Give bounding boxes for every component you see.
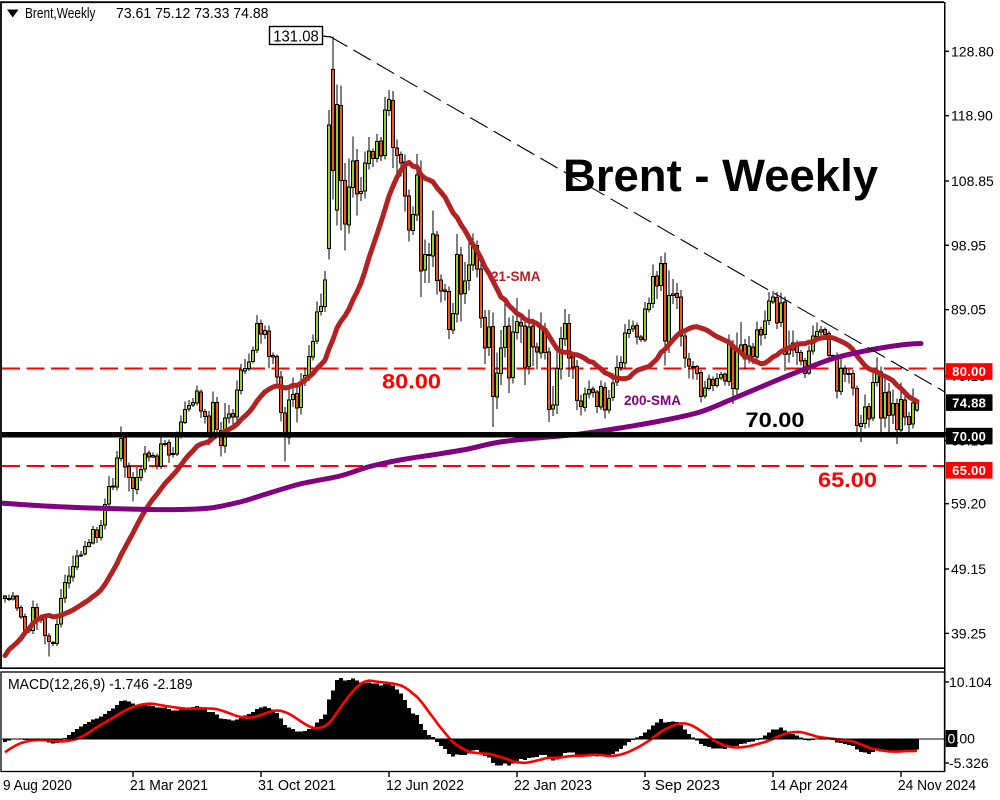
svg-text:Brent,Weekly: Brent,Weekly bbox=[25, 6, 96, 22]
svg-text:21-SMA: 21-SMA bbox=[491, 269, 541, 284]
svg-text:49.15: 49.15 bbox=[951, 561, 986, 577]
svg-text:108.85: 108.85 bbox=[951, 173, 994, 189]
svg-text:70.00: 70.00 bbox=[746, 409, 805, 432]
svg-text:128.80: 128.80 bbox=[951, 43, 994, 59]
svg-text:21 Mar 2021: 21 Mar 2021 bbox=[130, 778, 208, 794]
svg-text:59.20: 59.20 bbox=[951, 496, 986, 512]
svg-text:3 Sep 2023: 3 Sep 2023 bbox=[642, 778, 720, 794]
svg-text:200-SMA: 200-SMA bbox=[624, 393, 681, 408]
svg-text:12 Jun 2022: 12 Jun 2022 bbox=[386, 778, 464, 794]
svg-text:MACD(12,26,9) -1.746 -2.189: MACD(12,26,9) -1.746 -2.189 bbox=[8, 677, 193, 693]
svg-text:-5.326: -5.326 bbox=[949, 755, 989, 771]
svg-text:.00: .00 bbox=[956, 731, 976, 747]
svg-text:74.88: 74.88 bbox=[952, 395, 986, 410]
svg-text:22 Jan 2023: 22 Jan 2023 bbox=[514, 778, 592, 794]
svg-text:10.104: 10.104 bbox=[949, 674, 992, 690]
svg-text:65.00: 65.00 bbox=[818, 469, 877, 492]
svg-text:24 Nov 2024: 24 Nov 2024 bbox=[898, 778, 976, 794]
svg-text:65.00: 65.00 bbox=[952, 463, 986, 478]
svg-text:70.00: 70.00 bbox=[952, 429, 986, 444]
svg-text:39.25: 39.25 bbox=[951, 625, 986, 641]
svg-text:89.05: 89.05 bbox=[951, 302, 986, 318]
svg-text:14 Apr 2024: 14 Apr 2024 bbox=[770, 778, 848, 794]
svg-text:9 Aug 2020: 9 Aug 2020 bbox=[3, 778, 72, 794]
svg-text:98.95: 98.95 bbox=[951, 237, 986, 253]
svg-text:80.00: 80.00 bbox=[952, 364, 986, 379]
svg-text:Brent - Weekly: Brent - Weekly bbox=[563, 150, 878, 201]
svg-text:118.90: 118.90 bbox=[951, 108, 993, 124]
svg-text:73.61 75.12 73.33 74.88: 73.61 75.12 73.33 74.88 bbox=[116, 6, 269, 22]
svg-text:31 Oct 2021: 31 Oct 2021 bbox=[258, 778, 336, 794]
svg-text:0: 0 bbox=[948, 731, 956, 747]
svg-text:131.08: 131.08 bbox=[273, 29, 319, 46]
svg-text:80.00: 80.00 bbox=[382, 370, 441, 393]
